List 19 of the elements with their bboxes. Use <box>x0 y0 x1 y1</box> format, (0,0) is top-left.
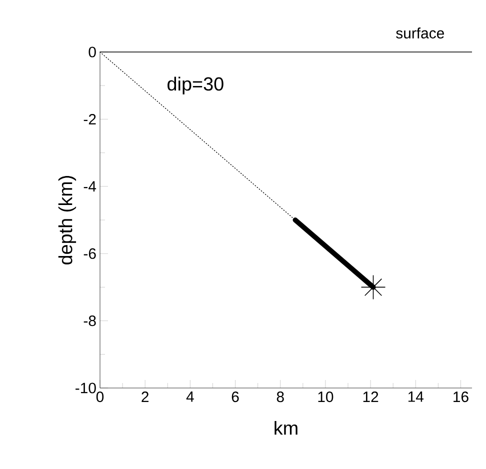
y-axis-title: depth (km) <box>58 176 76 264</box>
x-tick-label: 12 <box>363 392 378 402</box>
y-tick-label: 0 <box>88 46 96 58</box>
x-tick-label: 14 <box>408 392 424 402</box>
y-tick-label: -2 <box>84 114 96 124</box>
annotation: dip=30 <box>168 76 224 94</box>
x-tick-label: 16 <box>454 392 468 402</box>
y-tick-label: -10 <box>76 382 96 394</box>
y-tick-label: -8 <box>84 316 96 326</box>
x-tick-label: 6 <box>232 392 239 402</box>
x-tick-label: 8 <box>276 392 284 402</box>
x-tick-label: 0 <box>96 392 104 402</box>
x-tick-label: 4 <box>186 392 194 402</box>
x-tick-label: 10 <box>318 392 334 402</box>
y-tick-label: -4 <box>84 181 96 192</box>
x-axis-title: km <box>274 420 298 435</box>
y-tick-label: -6 <box>84 248 96 259</box>
ref-line-label: surface <box>396 28 444 38</box>
x-tick-label: 2 <box>142 392 148 402</box>
